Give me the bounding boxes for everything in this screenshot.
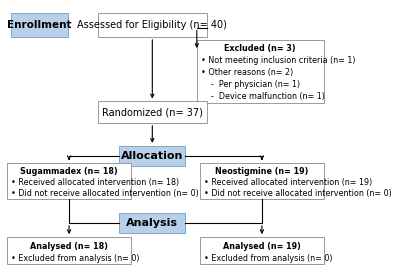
Text: • Received allocated intervention (n= 19): • Received allocated intervention (n= 19… xyxy=(204,178,372,187)
Text: Assessed for Eligibility (n= 40): Assessed for Eligibility (n= 40) xyxy=(77,20,227,30)
Text: Analysis: Analysis xyxy=(126,218,178,228)
FancyBboxPatch shape xyxy=(7,163,131,200)
FancyBboxPatch shape xyxy=(119,146,185,166)
FancyBboxPatch shape xyxy=(98,102,207,123)
Text: Analysed (n= 18): Analysed (n= 18) xyxy=(30,242,108,251)
FancyBboxPatch shape xyxy=(200,163,324,200)
FancyBboxPatch shape xyxy=(197,40,324,103)
FancyBboxPatch shape xyxy=(7,237,131,264)
Text: Analysed (n= 19): Analysed (n= 19) xyxy=(223,242,301,251)
Text: • Excluded from analysis (n= 0): • Excluded from analysis (n= 0) xyxy=(11,254,140,262)
Text: -  Per physician (n= 1): - Per physician (n= 1) xyxy=(201,80,300,89)
Text: • Excluded from analysis (n= 0): • Excluded from analysis (n= 0) xyxy=(204,254,332,262)
Text: -  Device malfunction (n= 1): - Device malfunction (n= 1) xyxy=(201,92,325,101)
Text: • Other reasons (n= 2): • Other reasons (n= 2) xyxy=(201,68,293,77)
Text: Neostigmine (n= 19): Neostigmine (n= 19) xyxy=(215,167,308,176)
Text: Sugammadex (n= 18): Sugammadex (n= 18) xyxy=(20,167,118,176)
Text: • Did not receive allocated intervention (n= 0): • Did not receive allocated intervention… xyxy=(204,190,392,198)
FancyBboxPatch shape xyxy=(119,213,185,233)
Text: • Not meeting inclusion criteria (n= 1): • Not meeting inclusion criteria (n= 1) xyxy=(201,56,355,65)
FancyBboxPatch shape xyxy=(98,13,207,37)
Text: Excluded (n= 3): Excluded (n= 3) xyxy=(224,44,296,53)
FancyBboxPatch shape xyxy=(10,13,68,37)
Text: Allocation: Allocation xyxy=(121,151,184,161)
Text: • Did not receive allocated intervention (n= 0): • Did not receive allocated intervention… xyxy=(11,190,199,198)
Text: Enrollment: Enrollment xyxy=(7,20,72,30)
Text: Randomized (n= 37): Randomized (n= 37) xyxy=(102,107,203,117)
FancyBboxPatch shape xyxy=(200,237,324,264)
Text: • Received allocated intervention (n= 18): • Received allocated intervention (n= 18… xyxy=(11,178,179,187)
